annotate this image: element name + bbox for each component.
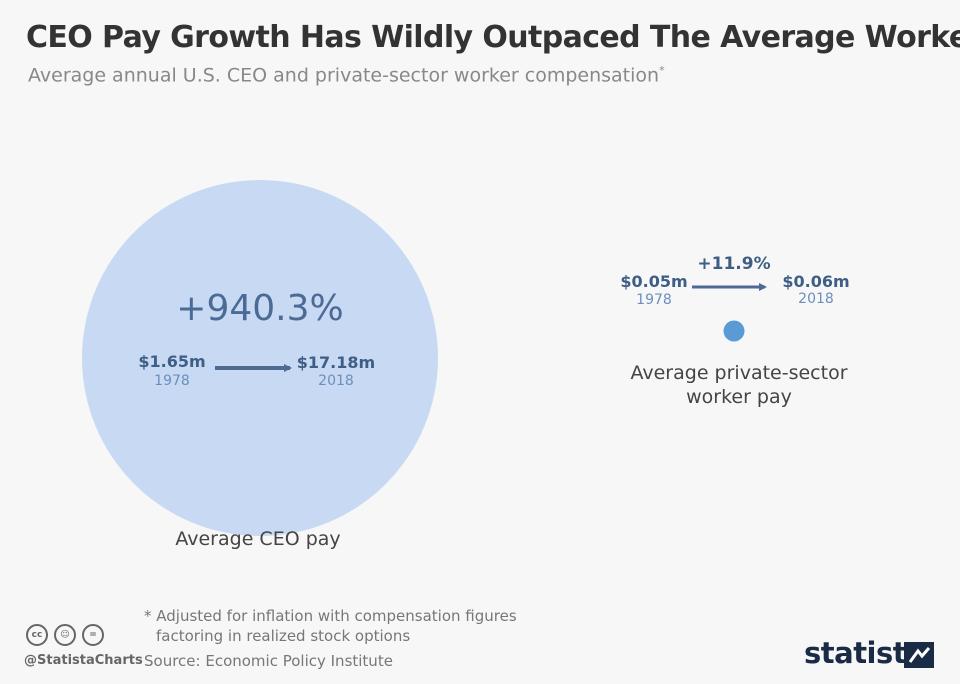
cc-icon: cc (26, 624, 48, 646)
worker-change-label: +11.9% (697, 254, 771, 274)
ceo-start-year: 1978 (154, 373, 190, 389)
license-icons: cc ☺ = (26, 624, 104, 646)
subtitle-text: Average annual U.S. CEO and private-sect… (28, 64, 660, 87)
source-note: Source: Economic Policy Institute (144, 652, 393, 670)
credit-handle: @StatistaCharts (24, 653, 143, 668)
nd-icon: = (82, 624, 104, 646)
ceo-pay-bubble (82, 180, 438, 536)
ceo-start-value: $1.65m (138, 352, 206, 371)
ceo-category-label: Average CEO pay (175, 528, 341, 550)
worker-category-label-line1: Average private-sector (630, 362, 848, 384)
chart-title: CEO Pay Growth Has Wildly Outpaced The A… (26, 20, 960, 55)
ceo-end-year: 2018 (318, 373, 354, 389)
worker-end-value: $0.06m (782, 272, 850, 291)
ceo-end-value: $17.18m (296, 353, 376, 372)
by-icon: ☺ (54, 624, 76, 646)
statista-logo-mark (904, 642, 934, 668)
footnote-line2: factoring in realized stock options (156, 627, 411, 645)
footnote-line1: * Adjusted for inflation with compensati… (144, 607, 517, 625)
worker-category-label: Average private-sector worker pay (604, 361, 874, 409)
worker-start-year: 1978 (636, 292, 672, 308)
chart-subtitle: Average annual U.S. CEO and private-sect… (28, 64, 665, 86)
footnote: * Adjusted for inflation with compensati… (144, 606, 517, 646)
subtitle-footnote-marker: * (659, 64, 665, 77)
worker-end-year: 2018 (798, 291, 834, 307)
ceo-change-label: +940.3% (176, 288, 344, 329)
worker-pay-bubble (723, 320, 745, 342)
worker-start-value: $0.05m (620, 272, 688, 291)
worker-category-label-line2: worker pay (686, 386, 792, 408)
